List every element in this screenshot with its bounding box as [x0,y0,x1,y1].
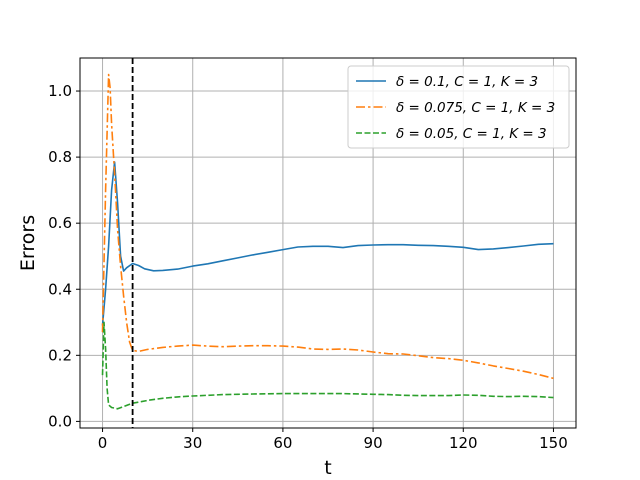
legend-label-2: δ = 0.075, C = 1, K = 3 [396,100,555,116]
series-line-1 [101,161,554,326]
x-tick-label: 0 [98,434,108,452]
series-line-3 [101,321,554,410]
y-tick-label: 1.0 [48,82,72,100]
x-tick-label: 150 [539,434,568,452]
y-tick-label: 0.0 [48,412,72,430]
x-tick-label: 120 [449,434,478,452]
axis-ticks: 0 30 60 90 120 150 0.0 0.2 0.4 0.6 0.8 1.0 [48,82,568,452]
legend-box [347,65,570,149]
y-tick-label: 0.2 [48,346,72,364]
legend: δ = 0.1, C = 1, K = 3 δ = 0.075, C = 1, K… [347,65,570,149]
series-line-2 [101,73,554,380]
x-tick-label: 90 [364,434,383,452]
x-tick-label: 60 [273,434,292,452]
plot-frame [79,57,577,429]
legend-label-1: δ = 0.1, C = 1, K = 3 [396,74,538,90]
y-tick-label: 0.8 [48,148,72,166]
legend-label-3: δ = 0.05, C = 1, K = 3 [396,126,547,142]
y-tick-label: 0.4 [48,280,72,298]
y-axis-label: Errors [17,215,39,271]
x-tick-label: 30 [183,434,202,452]
x-axis-label: t [324,457,331,479]
series-layer [101,73,554,410]
y-tick-label: 0.6 [48,214,72,232]
